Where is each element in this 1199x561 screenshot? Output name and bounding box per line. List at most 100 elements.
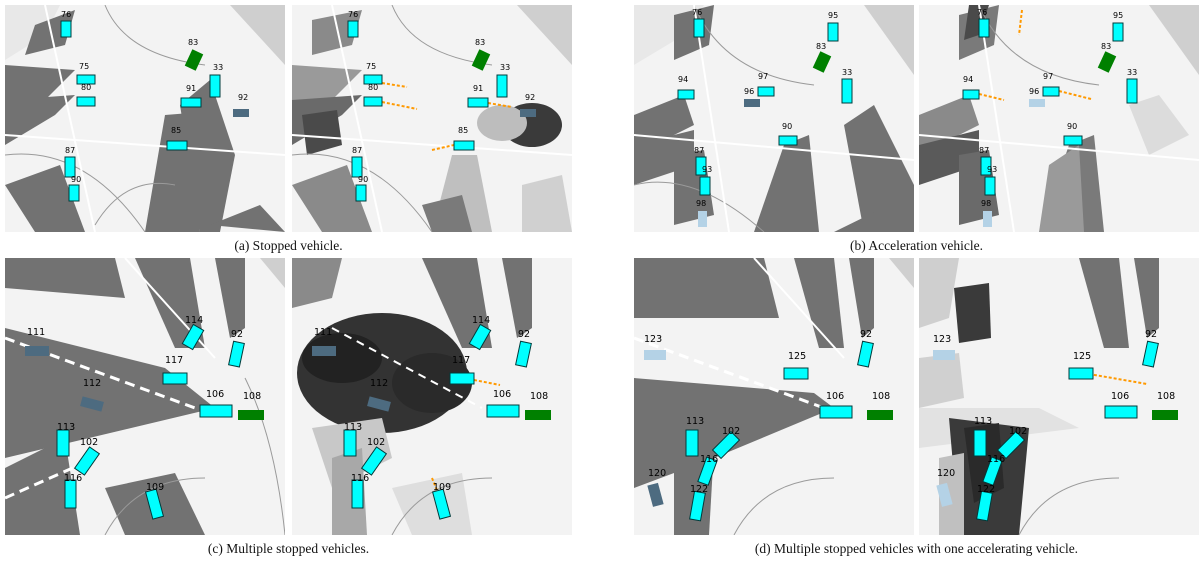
vehicle-111 [25,346,49,356]
label-106: 106 [493,389,511,400]
caption-a: (a) Stopped vehicle. [234,238,343,253]
occupancy-map-d-right: 92 123 125 106 108 113 102 116 120 122 [919,258,1199,535]
vehicle-33 [496,74,508,98]
vehicle-80 [76,96,96,107]
vehicle-123 [644,350,666,360]
label-123: 123 [644,334,662,345]
figure-b-right: 76 95 83 94 97 33 96 90 87 93 98 [919,5,1199,232]
label-92: 92 [238,93,248,102]
label-83: 83 [188,38,198,47]
label-95: 95 [828,11,838,20]
label-87: 87 [65,146,75,155]
label-113: 113 [686,416,704,427]
label-113: 113 [57,422,75,433]
vehicle-80 [363,96,383,107]
occupancy-map-c-right: 114 92 111 117 112 106 108 113 102 116 1… [292,258,572,535]
label-92: 92 [860,329,872,340]
vehicle-108 [1152,410,1178,420]
vehicle-76 [693,18,705,38]
label-112: 112 [370,378,388,389]
occupancy-map-a-right: 76 83 75 33 80 91 92 85 87 90 [292,5,572,232]
vehicle-75 [363,74,383,85]
vehicle-123 [933,350,955,360]
vehicle-108 [238,410,264,420]
label-94: 94 [963,75,973,84]
vehicle-83 [471,49,491,71]
vehicle-33 [209,74,221,98]
figure-c-left: 114 92 111 117 112 106 108 113 102 116 1… [5,258,285,535]
caption-d: (d) Multiple stopped vehicles with one a… [754,541,1079,556]
vehicle-96 [1029,99,1045,107]
vehicle-87 [695,156,707,176]
label-96: 96 [744,87,754,96]
label-106: 106 [206,389,224,400]
occupancy-map-d-left: 92 123 125 106 108 113 102 116 120 122 [634,258,914,535]
vehicle-92 [228,340,245,368]
vehicle-109 [431,488,452,520]
label-93: 93 [987,165,997,174]
vehicle-116 [982,456,1003,486]
caption-b: (b) Acceleration vehicle. [849,238,984,253]
vehicle-97 [1042,86,1060,97]
label-117: 117 [165,355,183,366]
label-83: 83 [475,38,485,47]
vehicle-117 [162,372,188,385]
label-75: 75 [79,62,89,71]
label-75: 75 [366,62,376,71]
label-102: 102 [367,437,385,448]
label-102: 102 [80,437,98,448]
vehicle-75 [76,74,96,85]
label-108: 108 [1157,391,1175,402]
vehicle-96 [744,99,760,107]
label-92: 92 [1145,329,1157,340]
vehicle-106 [199,404,233,418]
vehicle-102 [711,430,741,460]
label-111: 111 [27,327,45,338]
label-85: 85 [171,126,181,135]
label-114: 114 [472,315,490,326]
vehicle-108 [867,410,893,420]
occupancy-map-a-left: 76 83 75 33 80 91 92 85 87 90 [5,5,285,232]
vehicle-108 [525,410,551,420]
label-80: 80 [81,83,91,92]
label-33: 33 [842,68,852,77]
label-80: 80 [368,83,378,92]
vehicle-33 [841,78,853,104]
occupancy-map-b-left: 76 95 83 94 97 33 96 90 87 93 98 [634,5,914,232]
label-92: 92 [231,329,243,340]
label-108: 108 [872,391,890,402]
vehicle-94 [677,89,695,100]
label-120: 120 [648,468,666,479]
vehicle-90 [1063,135,1083,146]
label-90: 90 [1067,122,1077,131]
occupancy-map-b-right: 76 95 83 94 97 33 96 90 87 93 98 [919,5,1199,232]
vehicle-92 [1142,340,1159,368]
figure-a-left: 76 83 75 33 80 91 92 85 87 90 [5,5,285,232]
vehicle-125 [783,367,809,380]
vehicle-95 [1112,22,1124,42]
vehicle-92 [520,109,536,117]
vehicle-117 [449,372,475,385]
label-120: 120 [937,468,955,479]
label-76: 76 [692,8,702,17]
label-93: 93 [702,165,712,174]
vehicle-93 [699,176,711,196]
label-109: 109 [146,482,164,493]
label-113: 113 [974,416,992,427]
vehicle-113 [973,429,987,457]
label-117: 117 [452,355,470,366]
vehicle-116 [697,456,718,486]
vehicle-92 [233,109,249,117]
vehicle-91 [180,97,202,108]
label-123: 123 [933,334,951,345]
label-98: 98 [696,199,706,208]
label-97: 97 [1043,72,1053,81]
label-90: 90 [71,175,81,184]
vehicle-111 [312,346,336,356]
label-87: 87 [694,146,704,155]
label-33: 33 [500,63,510,72]
vehicle-90 [778,135,798,146]
label-90: 90 [782,122,792,131]
label-97: 97 [758,72,768,81]
label-91: 91 [473,84,483,93]
